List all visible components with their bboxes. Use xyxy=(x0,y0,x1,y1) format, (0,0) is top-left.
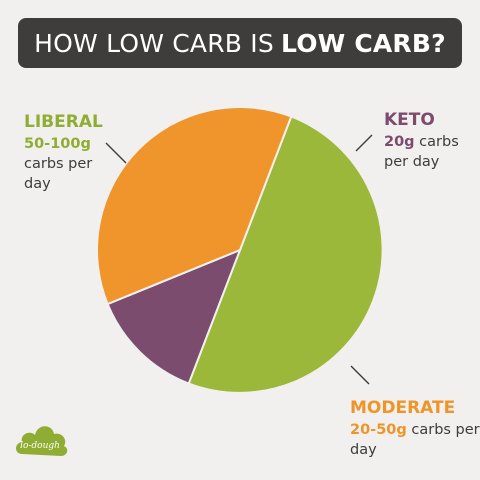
label-liberal-text1: carbs per xyxy=(24,156,93,172)
logo-text: lo-dough xyxy=(20,441,60,451)
pie-slice-liberal xyxy=(187,115,384,394)
label-liberal-text2: day xyxy=(24,176,51,192)
leader-line-moderate xyxy=(350,365,370,385)
chart-title: HOW LOW CARB IS LOW CARB? xyxy=(18,18,462,68)
cloud-logo-icon: lo-dough xyxy=(16,426,68,456)
label-liberal-amount: 50-100g xyxy=(24,136,91,152)
label-liberal: LIBERAL 50-100g carbs per day xyxy=(24,110,103,194)
label-moderate: MODERATE 20-50g carbs per day xyxy=(350,396,480,460)
label-keto-amount: 20g xyxy=(384,134,415,150)
pie-slice-keto xyxy=(106,248,242,385)
title-bold: LOW CARB? xyxy=(280,28,446,58)
label-keto-name: KETO xyxy=(384,110,435,130)
title-normal: HOW LOW CARB IS xyxy=(34,28,274,58)
label-moderate-text2: day xyxy=(350,442,377,458)
label-liberal-name: LIBERAL xyxy=(24,112,103,132)
label-moderate-text1: carbs per xyxy=(411,422,480,438)
label-keto: KETO 20g carbs per day xyxy=(384,108,459,172)
label-moderate-name: MODERATE xyxy=(350,398,456,418)
label-keto-text2: per day xyxy=(384,154,440,170)
leader-line-keto xyxy=(355,134,373,152)
label-moderate-amount: 20-50g xyxy=(350,422,407,438)
pie-slice-moderate xyxy=(96,106,293,306)
label-keto-text1: carbs xyxy=(419,134,459,150)
leader-line-liberal xyxy=(105,142,127,164)
